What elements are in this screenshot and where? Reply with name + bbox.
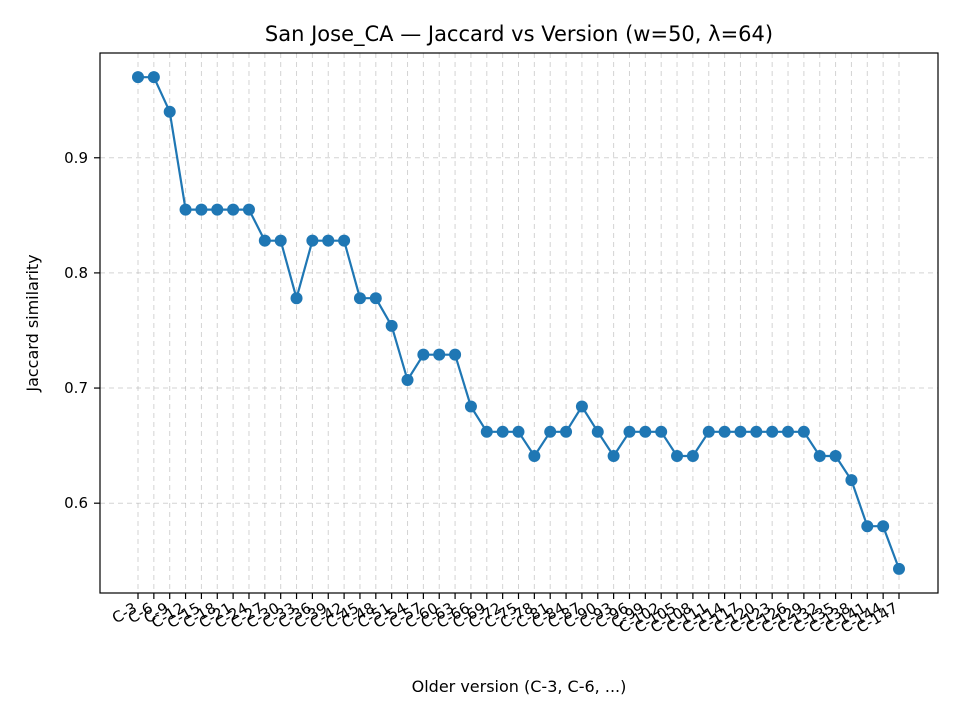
x-axis: C-3C-6C-9C-12C-15C-18C-21C-24C-27C-30C-3… [109, 593, 901, 637]
data-point [496, 425, 509, 438]
data-point [512, 425, 525, 438]
data-point [877, 520, 890, 533]
data-point [845, 474, 858, 487]
data-point [195, 203, 208, 216]
x-axis-label: Older version (C-3, C-6, ...) [412, 677, 627, 696]
y-tick-label: 0.6 [64, 494, 88, 512]
x-grid [137, 53, 900, 593]
data-point [861, 520, 874, 533]
data-point [750, 425, 763, 438]
data-point [686, 449, 699, 462]
data-point [290, 292, 303, 305]
data-point [813, 449, 826, 462]
data-point [258, 234, 271, 247]
data-point [211, 203, 224, 216]
y-tick-label: 0.7 [64, 379, 88, 397]
data-point [449, 348, 462, 361]
data-point [369, 292, 382, 305]
data-point [893, 562, 905, 575]
data-point [385, 319, 398, 332]
data-point [655, 425, 668, 438]
data-point [480, 425, 493, 438]
data-point [242, 203, 255, 216]
data-point [417, 348, 430, 361]
series-layer [132, 71, 905, 575]
data-point [306, 234, 319, 247]
data-point [132, 71, 144, 84]
data-point [560, 425, 573, 438]
data-point [797, 425, 810, 438]
data-point [671, 449, 684, 462]
data-point [353, 292, 366, 305]
data-point [147, 71, 160, 84]
data-point [401, 373, 414, 386]
data-point [322, 234, 335, 247]
y-axis: 0.6 0.7 0.8 0.9 [64, 149, 100, 512]
data-point [766, 425, 779, 438]
data-point [782, 425, 795, 438]
y-axis-label: Jaccard similarity [23, 254, 42, 392]
data-point [718, 425, 731, 438]
data-point [528, 449, 541, 462]
data-point [433, 348, 446, 361]
data-point [338, 234, 351, 247]
data-point [734, 425, 747, 438]
data-point [639, 425, 652, 438]
data-point [179, 203, 192, 216]
data-point [274, 234, 287, 247]
data-point [591, 425, 604, 438]
data-point [544, 425, 557, 438]
data-point [163, 105, 176, 118]
data-point [575, 400, 588, 413]
data-point [607, 449, 620, 462]
data-point [702, 425, 715, 438]
y-tick-label: 0.8 [64, 264, 88, 282]
chart-title: San Jose_CA — Jaccard vs Version (w=50, … [265, 22, 773, 47]
data-point [227, 203, 240, 216]
y-tick-label: 0.9 [64, 149, 88, 167]
data-point [464, 400, 477, 413]
data-point [623, 425, 636, 438]
data-point [829, 449, 842, 462]
y-grid [100, 157, 938, 504]
